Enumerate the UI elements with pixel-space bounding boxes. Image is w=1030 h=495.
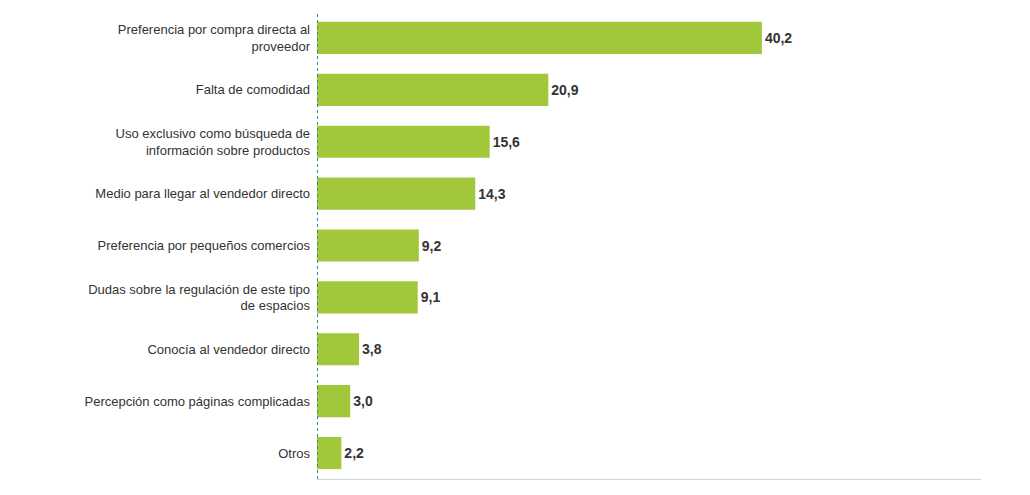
svg-text:Dudas sobre la regulación de e: Dudas sobre la regulación de este tipode… — [88, 281, 310, 313]
svg-text:Otros: Otros — [278, 446, 310, 461]
svg-text:Uso exclusivo como búsqueda de: Uso exclusivo como búsqueda deinformació… — [116, 126, 311, 158]
svg-text:Preferencia por pequeños comer: Preferencia por pequeños comercios — [98, 238, 311, 253]
svg-text:Falta de comodidad: Falta de comodidad — [196, 82, 310, 97]
svg-text:3,0: 3,0 — [353, 393, 373, 409]
svg-text:9,1: 9,1 — [421, 289, 441, 305]
svg-text:20,9: 20,9 — [551, 82, 578, 98]
svg-text:Conocía al vendedor directo: Conocía al vendedor directo — [147, 342, 310, 357]
svg-text:14,3: 14,3 — [478, 186, 505, 202]
svg-text:Medio para llegar al vendedor: Medio para llegar al vendedor directo — [95, 186, 310, 201]
svg-text:15,6: 15,6 — [493, 134, 520, 150]
svg-text:Preferencia por compra directa: Preferencia por compra directa alproveed… — [118, 22, 311, 54]
svg-text:9,2: 9,2 — [422, 238, 442, 254]
svg-text:Percepción como páginas compli: Percepción como páginas complicadas — [85, 394, 311, 409]
svg-text:2,2: 2,2 — [344, 445, 364, 461]
svg-text:3,8: 3,8 — [362, 341, 382, 357]
svg-text:40,2: 40,2 — [765, 30, 792, 46]
